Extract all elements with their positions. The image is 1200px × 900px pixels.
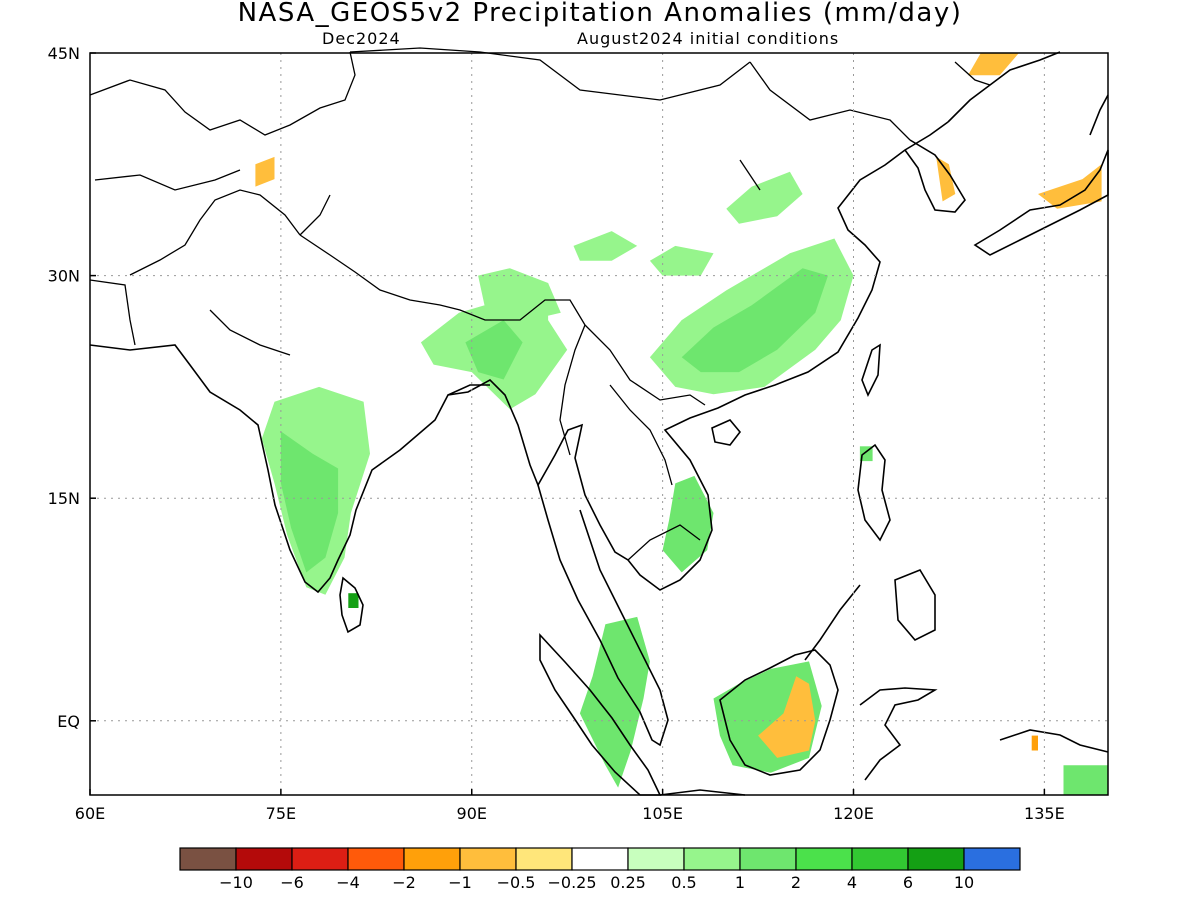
anomaly-borneo-dry (758, 676, 816, 758)
anomaly-manchuria-dry (968, 53, 1019, 76)
colorbar-swatch (515, 847, 573, 871)
forecast-month-label: Dec2024 (322, 29, 401, 48)
anomaly-north-china-wet (726, 171, 803, 224)
lon-label: 135E (1024, 804, 1065, 823)
axis-labels: 45N 30N 15N EQ 60E 75E 90E 105E 120E 135E (48, 44, 1065, 823)
colorbar-label: −0.25 (547, 873, 596, 892)
colorbar-label: −10 (219, 873, 253, 892)
colorbar-swatch (627, 847, 685, 871)
lon-label: 90E (457, 804, 487, 823)
colorbar-label: 2 (791, 873, 801, 892)
colorbar-label: 0.25 (610, 873, 646, 892)
coastline-malay-peninsula (537, 484, 669, 747)
lat-label: 45N (48, 44, 80, 63)
coastline-hainan (711, 419, 742, 446)
colorbar-label: 10 (954, 873, 974, 892)
anomaly-japan-dry (1038, 164, 1102, 209)
anomaly-new-guinea-dry (1031, 735, 1038, 751)
colorbar-swatch (291, 847, 349, 871)
lon-label: 120E (833, 804, 874, 823)
colorbar-swatch (683, 847, 741, 871)
anomaly-india-core (280, 431, 339, 573)
colorbar-swatch (963, 847, 1021, 871)
colorbar-label: −1 (448, 873, 472, 892)
anomaly-pakistan-dry (255, 156, 275, 187)
colorbar-label: −4 (336, 873, 360, 892)
anomaly-bangladesh-core (465, 320, 523, 380)
colorbar-swatch (907, 847, 965, 871)
colorbar-swatch (235, 847, 293, 871)
map-title: NASA_GEOS5v2 Precipitation Anomalies (mm… (237, 0, 963, 28)
anomaly-sri-lanka-wet (348, 593, 359, 608)
coastline-java (659, 789, 746, 796)
coastline-borneo (719, 649, 839, 776)
anomaly-south-china-core (681, 268, 828, 373)
colorbar-label: 1 (735, 873, 745, 892)
coastline-bay-of-bengal (447, 384, 490, 396)
anomaly-layer (255, 53, 1108, 795)
lat-label: 15N (48, 489, 80, 508)
gridlines (90, 53, 1108, 795)
anomaly-china-plateau-wet-1 (573, 231, 638, 261)
map-frame (89, 52, 1109, 796)
colorbar-swatch (403, 847, 461, 871)
colorbar-label: −2 (392, 873, 416, 892)
coastline-ne-asia (947, 51, 1061, 123)
lat-label: EQ (57, 712, 80, 731)
colorbar-swatch (571, 847, 629, 871)
colorbar-swatch (739, 847, 797, 871)
colorbar-swatch (459, 847, 517, 871)
coastline-luzon (857, 443, 891, 542)
anomaly-vietnam-wet (662, 475, 714, 573)
anomaly-sumatra-malaya-wet (579, 616, 650, 788)
coastline-mindanao (894, 569, 936, 641)
colorbar: −10 −6 −4 −2 −1 −0.5 −0.25 0.25 0.5 1 2 4 6 10 (179, 847, 1021, 892)
lon-label: 60E (75, 804, 105, 823)
coastline-hokkaido-region (1089, 94, 1109, 136)
lat-label: 30N (48, 267, 80, 286)
coastlines-and-borders (89, 47, 1109, 796)
lon-label: 75E (266, 804, 296, 823)
anomaly-china-plateau-wet-2 (649, 245, 714, 276)
initial-conditions-label: August2024 initial conditions (577, 29, 840, 48)
coastline-sri-lanka (339, 576, 364, 634)
colorbar-swatch (347, 847, 405, 871)
country-borders (89, 47, 991, 561)
colorbar-swatch (179, 847, 237, 871)
coastline-sulawesi (859, 687, 938, 781)
anomaly-new-guinea-wet (1063, 765, 1108, 795)
colorbar-swatch (795, 847, 853, 871)
coastline-palawan (804, 584, 861, 661)
anomaly-korea-dry (936, 156, 956, 202)
colorbar-label: −0.5 (497, 873, 536, 892)
colorbar-label: 0.5 (671, 873, 696, 892)
coastline-korea (904, 139, 966, 213)
coastline-mainland (89, 121, 949, 594)
colorbar-label: 6 (903, 873, 913, 892)
anomaly-tibet-wet (478, 268, 561, 321)
lon-label: 105E (642, 804, 683, 823)
colorbar-label: −6 (280, 873, 304, 892)
coastline-new-guinea (999, 729, 1109, 753)
colorbar-label: 4 (847, 873, 857, 892)
coastline-taiwan (861, 343, 881, 397)
colorbar-swatch (851, 847, 909, 871)
